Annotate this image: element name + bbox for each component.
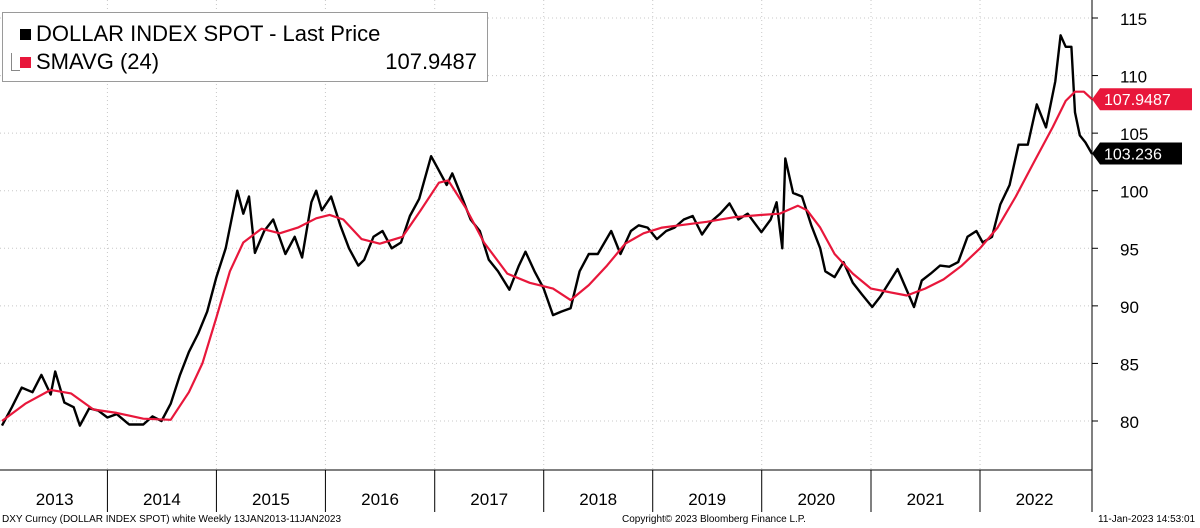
y-tick-label-90: 90 <box>1120 298 1139 317</box>
series-lines <box>0 34 1094 427</box>
last-value-label-price: 103.236 <box>1104 146 1162 163</box>
legend-swatch-smavg <box>20 57 31 68</box>
y-tick-label-110: 110 <box>1120 68 1147 87</box>
legend-label-price: DOLLAR INDEX SPOT - Last Price <box>36 21 381 46</box>
x-tick-label-2014: 2014 <box>143 490 181 509</box>
legend-swatch-price <box>20 29 31 40</box>
x-tick-label-2015: 2015 <box>252 490 290 509</box>
x-tick-label-2013: 2013 <box>36 490 74 509</box>
series-line-smavg <box>1 90 1093 422</box>
last-value-labels: 107.9487 103.236 <box>1092 88 1192 165</box>
x-tick-label-2021: 2021 <box>907 490 945 509</box>
footer-copyright: Copyright© 2023 Bloomberg Finance L.P. <box>622 514 806 525</box>
legend-value-smavg: 107.9487 <box>385 49 477 74</box>
footer-source: DXY Curncy (DOLLAR INDEX SPOT) white Wee… <box>2 514 342 525</box>
legend-tree-connector <box>11 53 20 71</box>
legend: DOLLAR INDEX SPOT - Last Price SMAVG (24… <box>2 12 488 82</box>
x-tick-label-2016: 2016 <box>361 490 399 509</box>
last-value-tag-price <box>1092 142 1182 165</box>
y-tick-label-115: 115 <box>1120 10 1147 29</box>
x-tick-label-2018: 2018 <box>579 490 617 509</box>
y-tick-label-105: 105 <box>1120 125 1148 144</box>
legend-row-smavg: SMAVG (24) 107.9487 <box>3 49 487 79</box>
y-tick-label-100: 100 <box>1120 183 1148 202</box>
legend-label-smavg: SMAVG (24) <box>36 49 160 74</box>
x-tick-label-2020: 2020 <box>797 490 835 509</box>
legend-row-price: DOLLAR INDEX SPOT - Last Price <box>3 21 487 51</box>
last-value-label-smavg: 107.9487 <box>1104 92 1171 109</box>
x-tick-label-2022: 2022 <box>1016 490 1054 509</box>
x-tick-label-2017: 2017 <box>470 490 508 509</box>
last-value-tag-smavg <box>1092 88 1192 111</box>
axes: 80 85 90 95 100 105 110 115 2013 2014 2015 2016 2017… <box>0 0 1148 512</box>
series-line-price <box>0 34 1094 427</box>
y-tick-label-95: 95 <box>1120 240 1139 259</box>
y-tick-label-85: 85 <box>1120 355 1139 374</box>
y-tick-label-80: 80 <box>1120 413 1139 432</box>
x-tick-label-2019: 2019 <box>688 490 726 509</box>
footer-timestamp: 11-Jan-2023 14:53:01 <box>1098 514 1196 525</box>
